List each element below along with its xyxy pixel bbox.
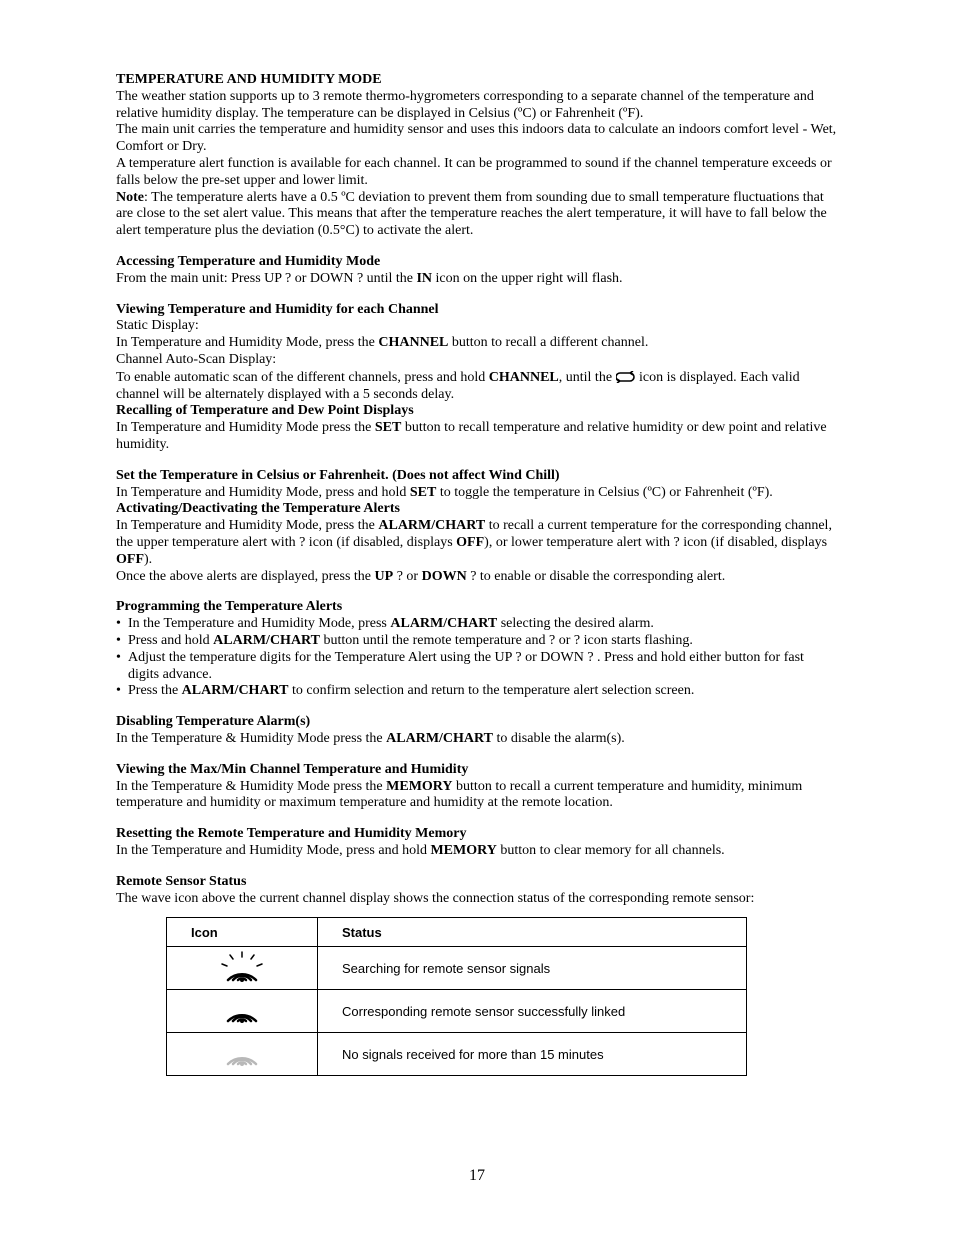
para: The main unit carries the temperature an… [116, 122, 838, 156]
heading: Disabling Temperature Alarm(s) [116, 714, 838, 731]
para: The weather station supports up to 3 rem… [116, 89, 838, 123]
table-header-row: Icon Status [167, 918, 747, 947]
heading: TEMPERATURE AND HUMIDITY MODE [116, 72, 838, 89]
table-row: No signals received for more than 15 min… [167, 1033, 747, 1076]
section-reset-memory: Resetting the Remote Temperature and Hum… [116, 826, 838, 860]
label: Channel Auto-Scan Display: [116, 352, 838, 369]
section-disabling-alarm: Disabling Temperature Alarm(s) In the Te… [116, 714, 838, 748]
para: In Temperature and Humidity Mode, press … [116, 485, 838, 502]
para: The wave icon above the current channel … [116, 891, 838, 908]
section-recalling: Recalling of Temperature and Dew Point D… [116, 403, 838, 453]
heading: Programming the Temperature Alerts [116, 599, 838, 616]
para: In Temperature and Humidity Mode, press … [116, 335, 838, 352]
heading: Viewing Temperature and Humidity for eac… [116, 302, 838, 319]
heading: Recalling of Temperature and Dew Point D… [116, 403, 838, 420]
status-text: Searching for remote sensor signals [318, 947, 747, 990]
section-viewing-channel: Viewing Temperature and Humidity for eac… [116, 302, 838, 404]
status-text: No signals received for more than 15 min… [318, 1033, 747, 1076]
section-maxmin: Viewing the Max/Min Channel Temperature … [116, 762, 838, 812]
icon-no-signal [167, 1033, 318, 1076]
para: In Temperature and Humidity Mode, press … [116, 518, 838, 568]
list-item: •Adjust the temperature digits for the T… [116, 650, 838, 684]
icon-linked [167, 990, 318, 1033]
note-label: Note [116, 190, 144, 205]
status-text: Corresponding remote sensor successfully… [318, 990, 747, 1033]
section-programming-alerts: Programming the Temperature Alerts •In t… [116, 599, 838, 700]
heading: Accessing Temperature and Humidity Mode [116, 254, 838, 271]
th-status: Status [318, 918, 747, 947]
para: From the main unit: Press UP ? or DOWN ?… [116, 271, 838, 288]
para: In the Temperature & Humidity Mode press… [116, 731, 838, 748]
section-remote-status: Remote Sensor Status The wave icon above… [116, 874, 838, 1077]
para: To enable automatic scan of the differen… [116, 369, 838, 404]
status-table: Icon Status [166, 917, 838, 1076]
section-temp-humidity: TEMPERATURE AND HUMIDITY MODE The weathe… [116, 72, 838, 240]
note-text: : The temperature alerts have a 0.5 ºC d… [116, 190, 827, 239]
label: Static Display: [116, 318, 838, 335]
icon-searching [167, 947, 318, 990]
manual-page: TEMPERATURE AND HUMIDITY MODE The weathe… [0, 0, 954, 1235]
table-row: Searching for remote sensor signals [167, 947, 747, 990]
section-accessing: Accessing Temperature and Humidity Mode … [116, 254, 838, 288]
para: Once the above alerts are displayed, pre… [116, 569, 838, 586]
heading: Set the Temperature in Celsius or Fahren… [116, 468, 838, 485]
table-row: Corresponding remote sensor successfully… [167, 990, 747, 1033]
section-activating-alerts: Activating/Deactivating the Temperature … [116, 501, 838, 585]
para: In the Temperature and Humidity Mode, pr… [116, 843, 838, 860]
heading: Activating/Deactivating the Temperature … [116, 501, 838, 518]
list-item: •Press the ALARM/CHART to confirm select… [116, 683, 838, 700]
section-celsius-fahrenheit: Set the Temperature in Celsius or Fahren… [116, 468, 838, 502]
heading: Viewing the Max/Min Channel Temperature … [116, 762, 838, 779]
para: In the Temperature & Humidity Mode press… [116, 779, 838, 813]
para: A temperature alert function is availabl… [116, 156, 838, 190]
para-note: Note: The temperature alerts have a 0.5 … [116, 190, 838, 240]
heading: Resetting the Remote Temperature and Hum… [116, 826, 838, 843]
page-number: 17 [0, 1166, 954, 1185]
para: In Temperature and Humidity Mode press t… [116, 420, 838, 454]
list-item: •In the Temperature and Humidity Mode, p… [116, 616, 838, 633]
loop-icon [616, 371, 636, 389]
heading: Remote Sensor Status [116, 874, 838, 891]
list-item: •Press and hold ALARM/CHART button until… [116, 633, 838, 650]
th-icon: Icon [167, 918, 318, 947]
